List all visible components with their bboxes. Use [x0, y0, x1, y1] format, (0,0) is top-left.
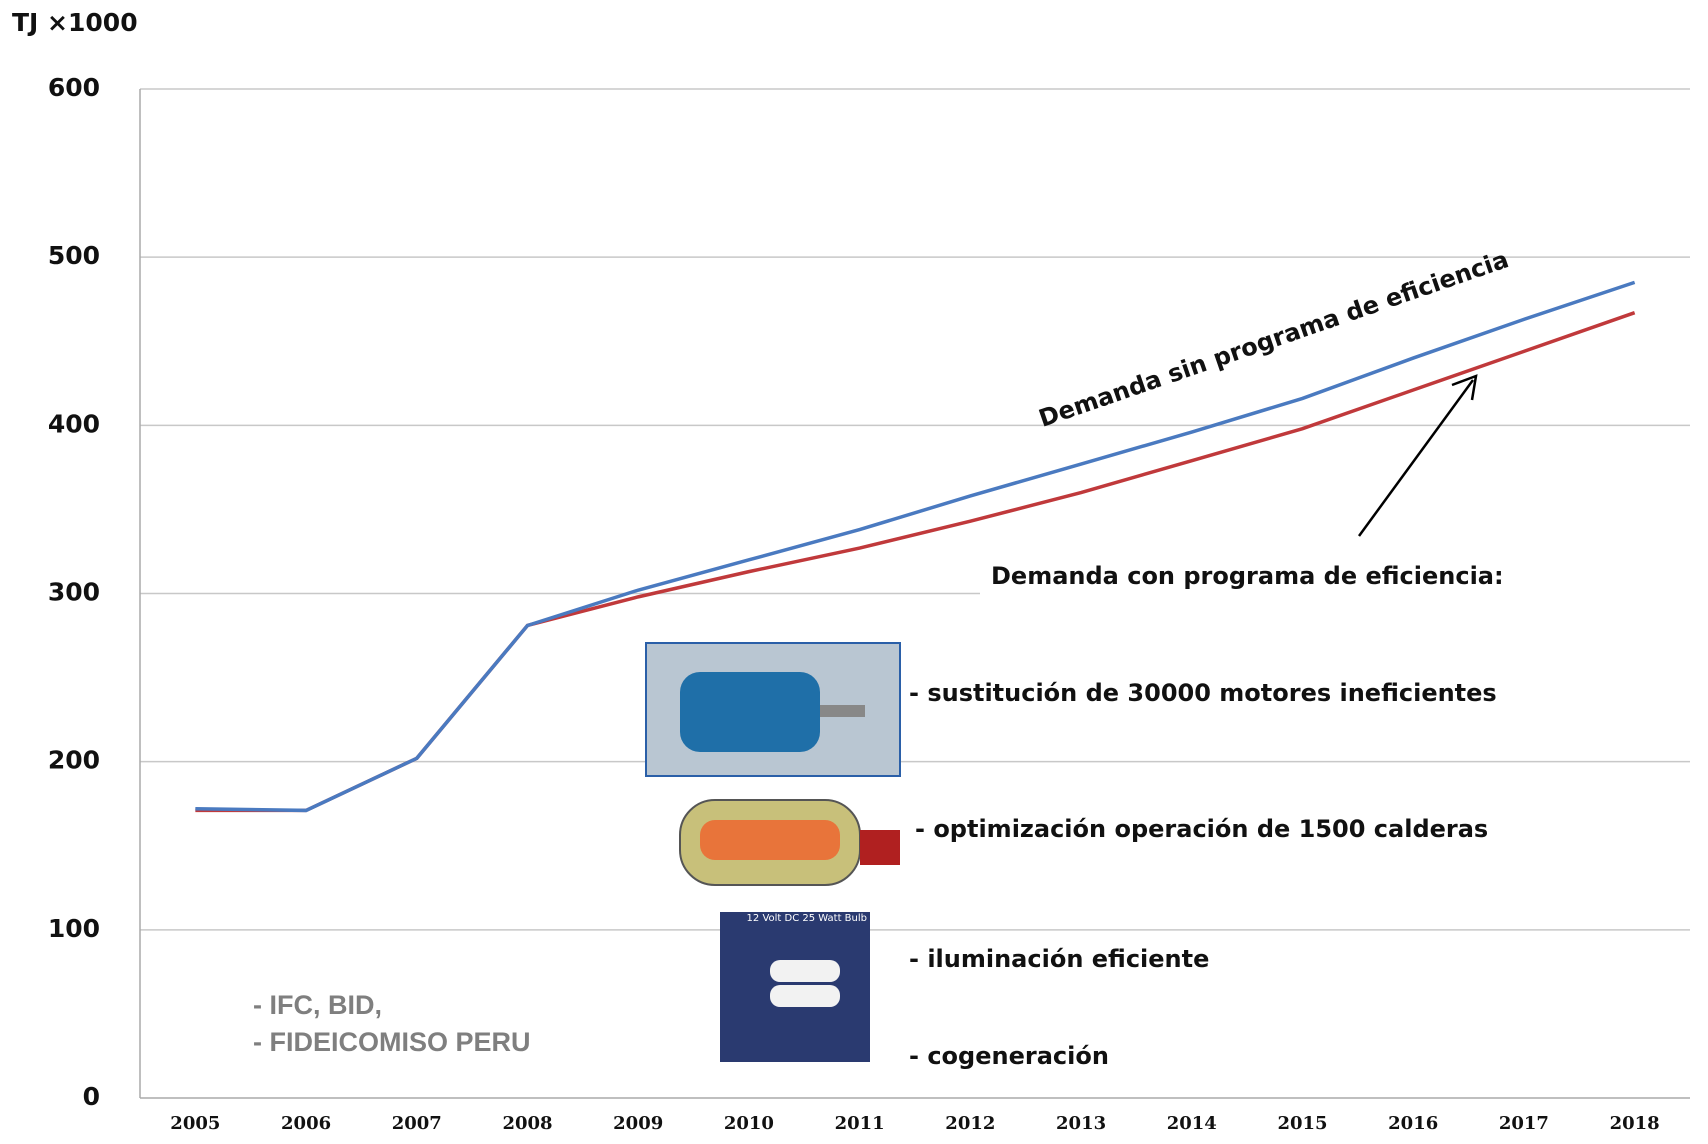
x-tick-label: 2013: [1056, 1113, 1106, 1134]
x-tick-label: 2009: [613, 1113, 663, 1134]
boiler-picture: [679, 799, 900, 886]
x-tick-label: 2008: [502, 1113, 552, 1134]
annotation: - IFC, BID,: [253, 990, 382, 1020]
x-tick-label: 2014: [1167, 1113, 1217, 1134]
series-label: Demanda sin programa de eficiencia: [1035, 245, 1512, 433]
arrow: [1357, 379, 1475, 537]
y-tick-label: 600: [48, 73, 100, 102]
annotation: - iluminación eficiente: [909, 945, 1209, 973]
series-line: [195, 280, 1636, 813]
y-tick-label: 100: [48, 914, 100, 943]
annotation: - FIDEICOMISO PERU: [253, 1027, 531, 1057]
x-tick-label: 2017: [1499, 1113, 1549, 1134]
label-background: [980, 555, 1708, 595]
x-tick-label: 2005: [170, 1113, 220, 1134]
arrow-head: [1451, 374, 1478, 401]
x-tick-label: 2007: [392, 1113, 442, 1134]
annotation: - sustitución de 30000 motores ineficien…: [909, 679, 1497, 707]
y-tick-label: 400: [48, 409, 100, 438]
series-label: Demanda con programa de eficiencia:: [991, 562, 1504, 590]
y-axis-label: TJ ×1000: [12, 8, 138, 37]
y-tick-label: 300: [48, 578, 100, 607]
x-tick-label: 2006: [281, 1113, 331, 1134]
y-tick-label: 0: [83, 1082, 100, 1111]
annotation: 12 Volt DC 25 Watt Bulb: [747, 913, 867, 924]
y-tick-label: 200: [48, 746, 100, 775]
bulb-picture: [720, 912, 870, 1062]
x-tick-label: 2010: [724, 1113, 774, 1134]
x-tick-label: 2015: [1277, 1113, 1327, 1134]
annotation: - cogeneración: [909, 1042, 1109, 1070]
x-tick-label: 2012: [945, 1113, 995, 1134]
x-tick-label: 2018: [1610, 1113, 1660, 1134]
annotation: - optimización operación de 1500 caldera…: [915, 815, 1488, 843]
y-tick-label: 500: [48, 241, 100, 270]
x-tick-label: 2016: [1388, 1113, 1438, 1134]
x-tick-label: 2011: [835, 1113, 885, 1134]
motor-picture: [645, 642, 901, 777]
